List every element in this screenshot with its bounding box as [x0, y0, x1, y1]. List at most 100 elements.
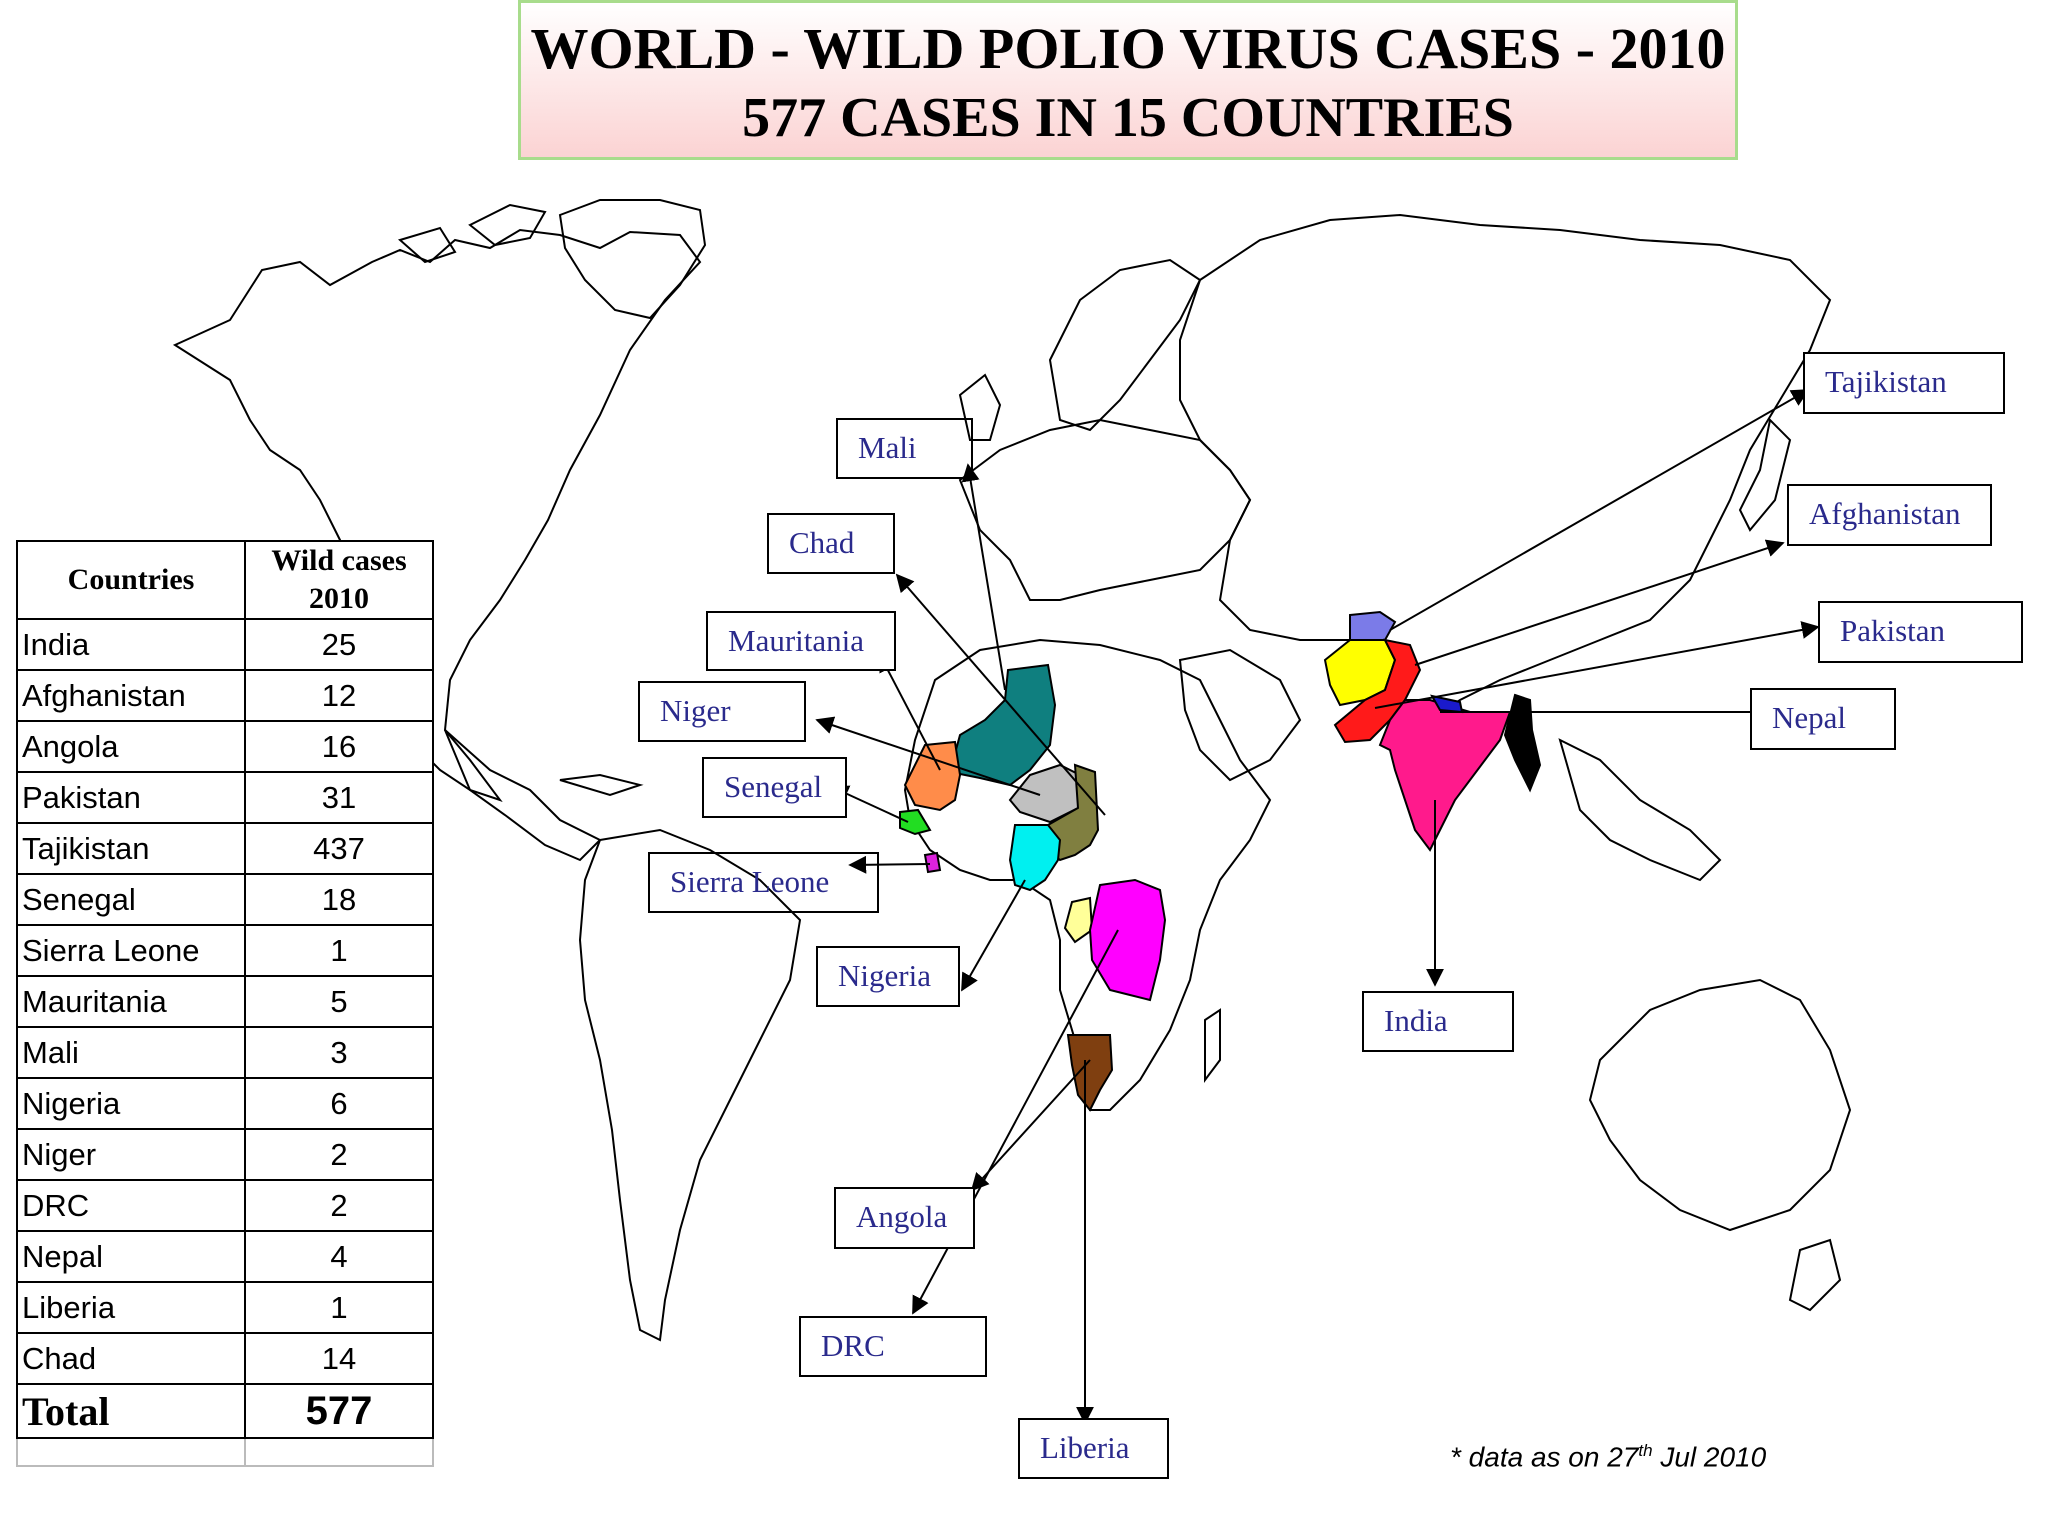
- region-mauritania: [903, 740, 962, 812]
- australia-outline: [1588, 978, 1852, 1232]
- cell-cases: 3: [244, 1026, 434, 1079]
- region-india: [1378, 699, 1512, 852]
- cell-cases: 2: [244, 1128, 434, 1181]
- arrow-mauritania: [879, 653, 941, 771]
- label-arrows: [815, 389, 1820, 1425]
- cell-cases: 4: [244, 1230, 434, 1283]
- south-america-outline: [578, 828, 802, 1342]
- arrow-afghanistan: [1414, 539, 1785, 666]
- greenland-outline: [558, 199, 707, 320]
- label-nigeria: Nigeria: [816, 946, 960, 1007]
- madagascar-outline: [1204, 1008, 1221, 1083]
- arabia-outline: [1178, 648, 1302, 782]
- arrow-nigeria: [961, 879, 1026, 992]
- cell-cases: 1: [244, 924, 434, 977]
- cell-country: Nepal: [16, 1230, 246, 1283]
- region-angola: [1066, 1034, 1114, 1112]
- new-zealand-outline: [1788, 1238, 1842, 1312]
- cell-cases: 31: [244, 771, 434, 824]
- scandinavia-outline: [1048, 258, 1202, 432]
- caribbean-outline: [559, 773, 644, 797]
- cell-cases: 1: [244, 1281, 434, 1334]
- arctic-islands-outline: [397, 203, 547, 264]
- table-row: Senegal 18: [16, 873, 434, 926]
- arrow-sierra-leone: [848, 855, 931, 874]
- region-tajikistan: [1349, 610, 1397, 641]
- label-pakistan: Pakistan: [1818, 601, 2023, 663]
- label-chad: Chad: [767, 513, 895, 574]
- cell-country: Afghanistan: [16, 669, 246, 722]
- arrow-niger: [815, 716, 1041, 796]
- cell-cases: 12: [244, 669, 434, 722]
- cell-cases: 5: [244, 975, 434, 1028]
- table-header-row: Countries Wild cases 2010: [16, 540, 434, 620]
- label-niger: Niger: [638, 681, 806, 742]
- japan-outline: [1738, 417, 1792, 532]
- label-afghanistan: Afghanistan: [1787, 484, 1992, 546]
- data-date-footnote: * data as on 27th Jul 2010: [1450, 1441, 1766, 1473]
- table-row: Nigeria 6: [16, 1077, 434, 1130]
- table-row: Nepal 4: [16, 1230, 434, 1283]
- arrow-angola: [970, 1059, 1091, 1192]
- total-value: 577: [244, 1383, 434, 1439]
- uk-outline: [958, 373, 1002, 441]
- region-congo: [1063, 896, 1094, 944]
- region-mali: [948, 663, 1057, 787]
- cell-country: Mauritania: [16, 975, 246, 1028]
- highlighted-countries: [899, 610, 1542, 1112]
- cell-cases: 16: [244, 720, 434, 773]
- table-row: Chad 14: [16, 1332, 434, 1385]
- region-drc: [1088, 878, 1167, 1002]
- label-sierra-leone: Sierra Leone: [648, 852, 879, 913]
- region-chad: [1047, 763, 1100, 862]
- table-row: Mali 3: [16, 1026, 434, 1079]
- table-row: Tajikistan 437: [16, 822, 434, 875]
- table-total-row: Total 577: [16, 1383, 434, 1439]
- cell-country: Niger: [16, 1128, 246, 1181]
- table-row: Niger 2: [16, 1128, 434, 1181]
- table-row: DRC 2: [16, 1179, 434, 1232]
- table-row: Sierra Leone 1: [16, 924, 434, 977]
- cell-cases: 14: [244, 1332, 434, 1385]
- label-nepal: Nepal: [1750, 688, 1896, 750]
- cell-cases: 25: [244, 618, 434, 671]
- cell-country: Pakistan: [16, 771, 246, 824]
- cell-country: Angola: [16, 720, 246, 773]
- cases-table: Countries Wild cases 2010 India 25 Afghan…: [16, 540, 434, 1467]
- table-row: India 25: [16, 618, 434, 671]
- label-mali: Mali: [836, 418, 973, 479]
- cell-country: Chad: [16, 1332, 246, 1385]
- cell-country: Sierra Leone: [16, 924, 246, 977]
- arrow-pakistan: [1374, 621, 1820, 709]
- label-mauritania: Mauritania: [706, 611, 896, 671]
- header-countries: Countries: [16, 540, 246, 620]
- region-sierra-leone: [923, 851, 942, 874]
- table-row: Mauritania 5: [16, 975, 434, 1028]
- cell-cases: 18: [244, 873, 434, 926]
- title-line-1: WORLD - WILD POLIO VIRUS CASES - 2010: [530, 16, 1726, 81]
- label-india: India: [1362, 991, 1514, 1052]
- table-row: Pakistan 31: [16, 771, 434, 824]
- cell-cases: 2: [244, 1179, 434, 1232]
- label-senegal: Senegal: [702, 757, 847, 818]
- africa-outline: [903, 638, 1272, 1111]
- asia-outline: [1179, 213, 1832, 722]
- cell-country: India: [16, 618, 246, 671]
- total-label: Total: [16, 1383, 246, 1439]
- table-empty-row: [16, 1437, 434, 1467]
- header-wild-cases: Wild cases 2010: [244, 540, 434, 620]
- cell-country: Mali: [16, 1026, 246, 1079]
- header-cases-line1: Wild cases: [271, 544, 407, 577]
- table-row: Afghanistan 12: [16, 669, 434, 722]
- table-row: Liberia 1: [16, 1281, 434, 1334]
- region-myanmar: [1503, 693, 1542, 793]
- region-nigeria: [1008, 824, 1062, 892]
- label-angola: Angola: [834, 1187, 975, 1249]
- cell-country: Nigeria: [16, 1077, 246, 1130]
- cell-country: Senegal: [16, 873, 246, 926]
- footnote-suffix: Jul 2010: [1652, 1441, 1767, 1473]
- cell-cases: 437: [244, 822, 434, 875]
- arrow-chad: [895, 573, 1106, 816]
- table-row: Angola 16: [16, 720, 434, 773]
- cell-country: DRC: [16, 1179, 246, 1232]
